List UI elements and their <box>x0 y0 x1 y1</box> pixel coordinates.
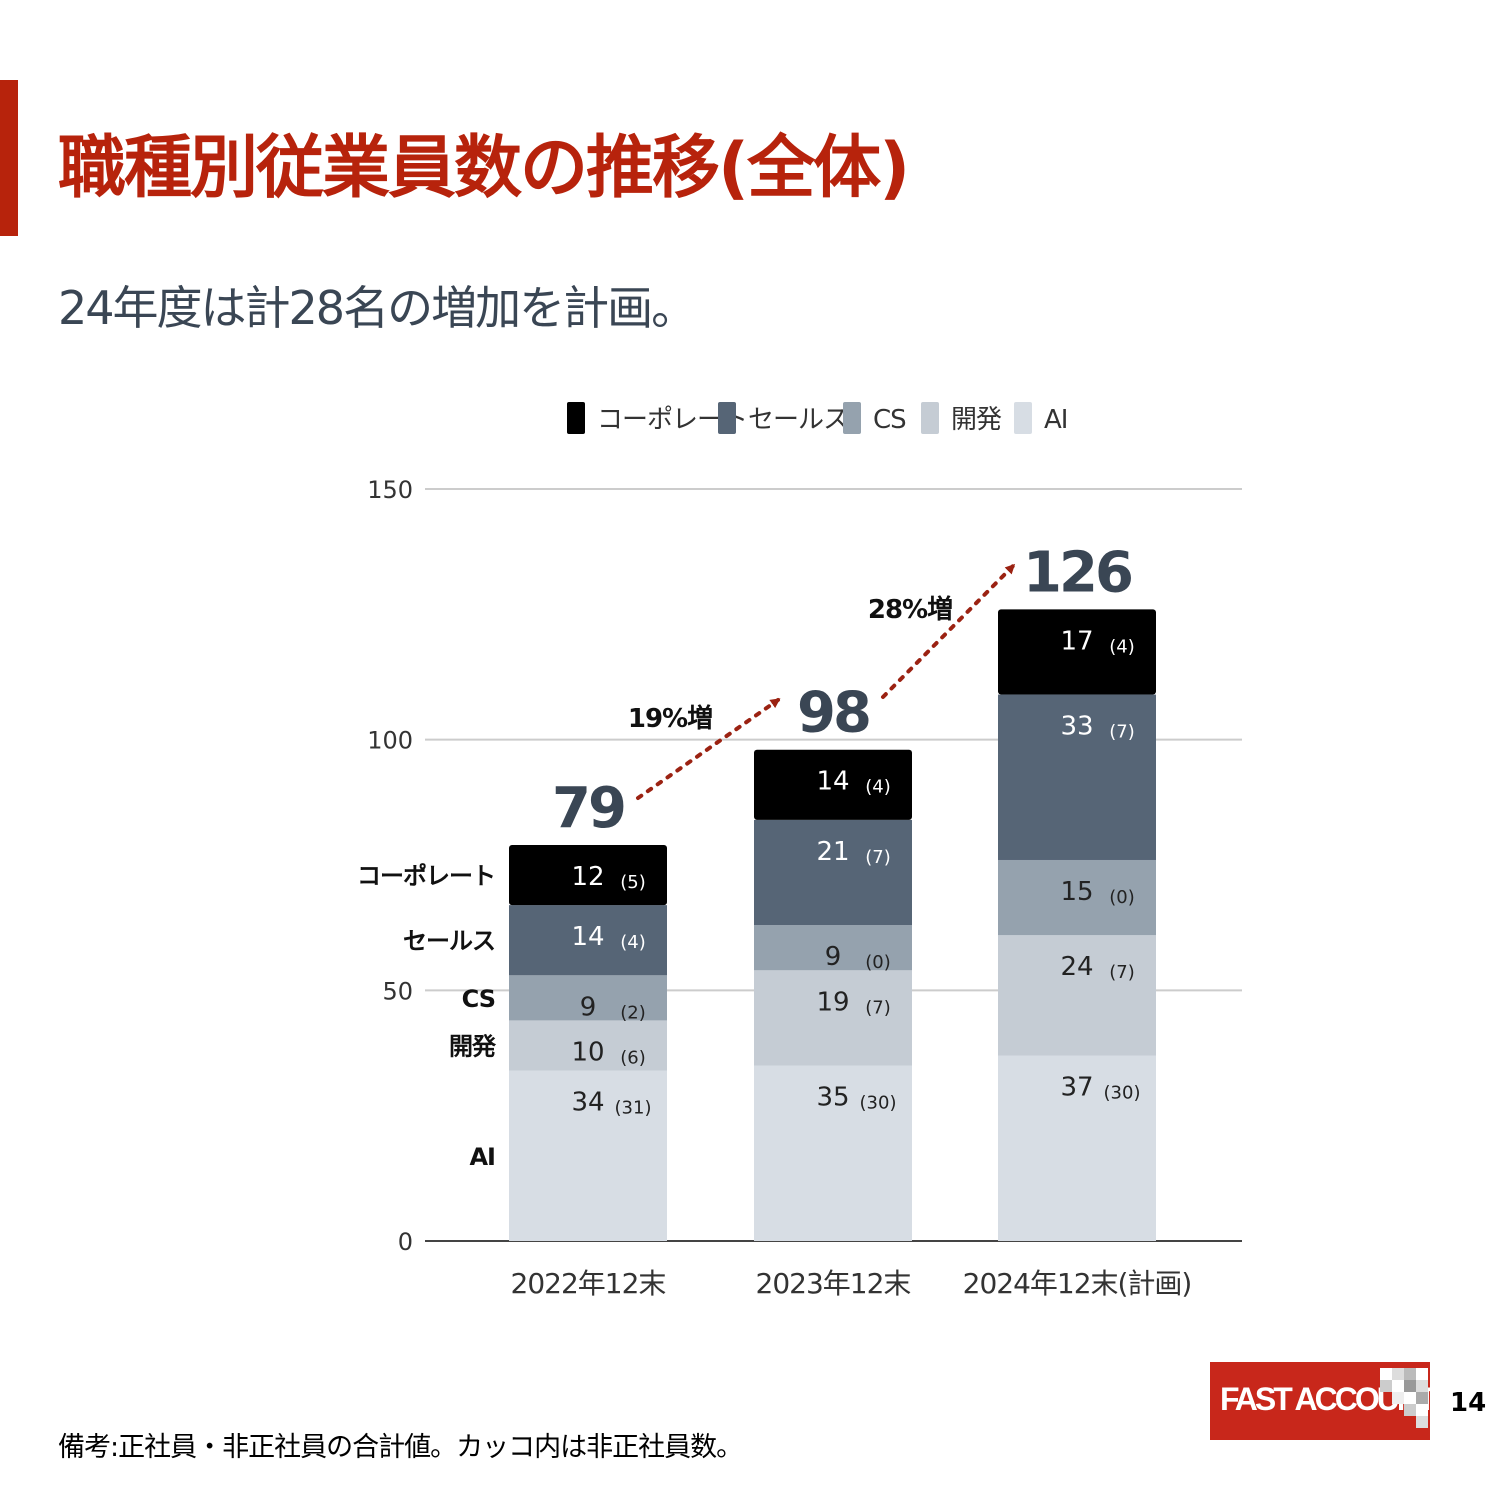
growth-label: 28%増 <box>868 595 952 625</box>
bar-segment <box>509 1020 667 1071</box>
segment-value-label: 15 <box>1060 877 1093 907</box>
bar-segment <box>754 819 912 926</box>
logo-pixel <box>1416 1404 1428 1416</box>
segment-non-regular-label: (2) <box>620 1002 646 1023</box>
logo-pixel <box>1404 1368 1416 1380</box>
logo-pixel <box>1416 1392 1428 1404</box>
segment-non-regular-label: (0) <box>865 952 891 973</box>
y-tick-label: 150 <box>367 476 413 504</box>
bar-segment <box>509 1070 667 1241</box>
page-number: 14 <box>1450 1388 1487 1418</box>
logo-pixel <box>1416 1368 1428 1380</box>
growth-label: 19%増 <box>628 704 712 734</box>
segment-non-regular-label: (4) <box>865 777 891 798</box>
logo-pixel <box>1392 1392 1404 1404</box>
legend-label: AI <box>1044 405 1067 435</box>
segment-non-regular-label: (0) <box>1109 887 1135 908</box>
segment-value-label: 37 <box>1060 1073 1093 1103</box>
bar-segment <box>998 859 1156 936</box>
legend-swatch <box>718 402 736 434</box>
bar-total-label: 126 <box>1023 540 1131 605</box>
segment-value-label: 34 <box>571 1088 604 1118</box>
fast-accounting-logo: FAST ACCOUNTING <box>1210 1362 1430 1440</box>
segment-non-regular-label: (7) <box>865 847 891 868</box>
bar-segment <box>998 609 1156 695</box>
segment-value-label: 35 <box>816 1083 849 1113</box>
bar-segment <box>754 749 912 820</box>
logo-pixel <box>1392 1368 1404 1380</box>
segment-non-regular-label: (5) <box>620 872 646 893</box>
y-tick-label: 0 <box>398 1228 413 1256</box>
segment-non-regular-label: (4) <box>620 932 646 953</box>
segment-non-regular-label: (7) <box>1109 962 1135 983</box>
legend-swatch <box>567 402 585 434</box>
page-subtitle: 24年度は計28名の増加を計画。 <box>58 281 697 335</box>
chart-data-labels: 34 (31) 10 (6) 9 (2) 14 (4) 12 (5) 79 2022年12末 35 (30… <box>357 540 1192 1300</box>
legend-swatch <box>921 402 939 434</box>
segment-non-regular-label: (7) <box>1109 722 1135 743</box>
segment-value-label: 24 <box>1060 952 1093 982</box>
bar-segment <box>754 970 912 1066</box>
segment-non-regular-label: (30) <box>860 1093 897 1114</box>
segment-value-label: 19 <box>816 987 849 1017</box>
bar-segment <box>754 1065 912 1241</box>
bar-segment <box>509 905 667 976</box>
logo-pixel <box>1380 1380 1392 1392</box>
segment-non-regular-label: (31) <box>615 1098 652 1119</box>
bar-segment <box>998 694 1156 860</box>
chart-bars <box>509 609 1156 1241</box>
y-tick-label: 50 <box>382 977 413 1005</box>
bar-total-label: 98 <box>797 681 869 746</box>
logo-pixel <box>1392 1380 1404 1392</box>
legend-label: 開発 <box>951 405 1002 435</box>
series-side-label: セールス <box>403 927 495 955</box>
logo-pixel <box>1404 1380 1416 1392</box>
legend-swatch <box>1014 402 1032 434</box>
bar-total-label: 79 <box>552 776 624 841</box>
bar-segment <box>998 1055 1156 1241</box>
logo-pixel <box>1404 1404 1416 1416</box>
segment-value-label: 9 <box>825 942 842 972</box>
series-side-label: 開発 <box>449 1032 497 1060</box>
segment-value-label: 9 <box>580 992 597 1022</box>
logo-pixel <box>1416 1380 1428 1392</box>
segment-value-label: 14 <box>571 922 604 952</box>
logo-pixel <box>1380 1368 1392 1380</box>
page-title: 職種別従業員数の推移(全体) <box>58 129 910 208</box>
x-tick-label: 2022年12末 <box>511 1267 667 1300</box>
segment-non-regular-label: (7) <box>865 997 891 1018</box>
segment-non-regular-label: (30) <box>1104 1083 1141 1104</box>
segment-non-regular-label: (6) <box>620 1047 646 1068</box>
segment-value-label: 12 <box>571 862 604 892</box>
segment-value-label: 33 <box>1060 712 1093 742</box>
series-side-label: CS <box>462 985 495 1013</box>
logo-pixel <box>1416 1416 1428 1428</box>
chart-legend: コーポレート セールス CS 開発 AI <box>567 402 1068 435</box>
growth-arrow <box>881 563 1016 699</box>
legend-swatch <box>843 402 861 434</box>
footnote: 備考:正社員・非正社員の合計値。カッコ内は非正社員数。 <box>58 1432 743 1463</box>
bar-segment <box>509 844 667 906</box>
legend-label: CS <box>873 405 906 435</box>
segment-value-label: 17 <box>1060 626 1093 656</box>
bar-segment <box>754 925 912 971</box>
logo-pixel <box>1404 1392 1416 1404</box>
y-tick-label: 100 <box>367 727 413 755</box>
bar-segment <box>509 975 667 1021</box>
title-accent-bar <box>0 80 18 236</box>
segment-non-regular-label: (4) <box>1109 636 1135 657</box>
segment-value-label: 21 <box>816 837 849 867</box>
x-tick-label: 2023年12末 <box>756 1267 912 1300</box>
series-side-label: コーポレート <box>357 862 495 890</box>
x-tick-label: 2024年12末(計画) <box>963 1267 1192 1300</box>
segment-value-label: 14 <box>816 767 849 797</box>
legend-label: セールス <box>748 405 848 435</box>
segment-value-label: 10 <box>571 1037 604 1067</box>
series-side-label: AI <box>469 1143 495 1171</box>
bar-segment <box>998 935 1156 1056</box>
growth-arrow <box>636 698 781 800</box>
